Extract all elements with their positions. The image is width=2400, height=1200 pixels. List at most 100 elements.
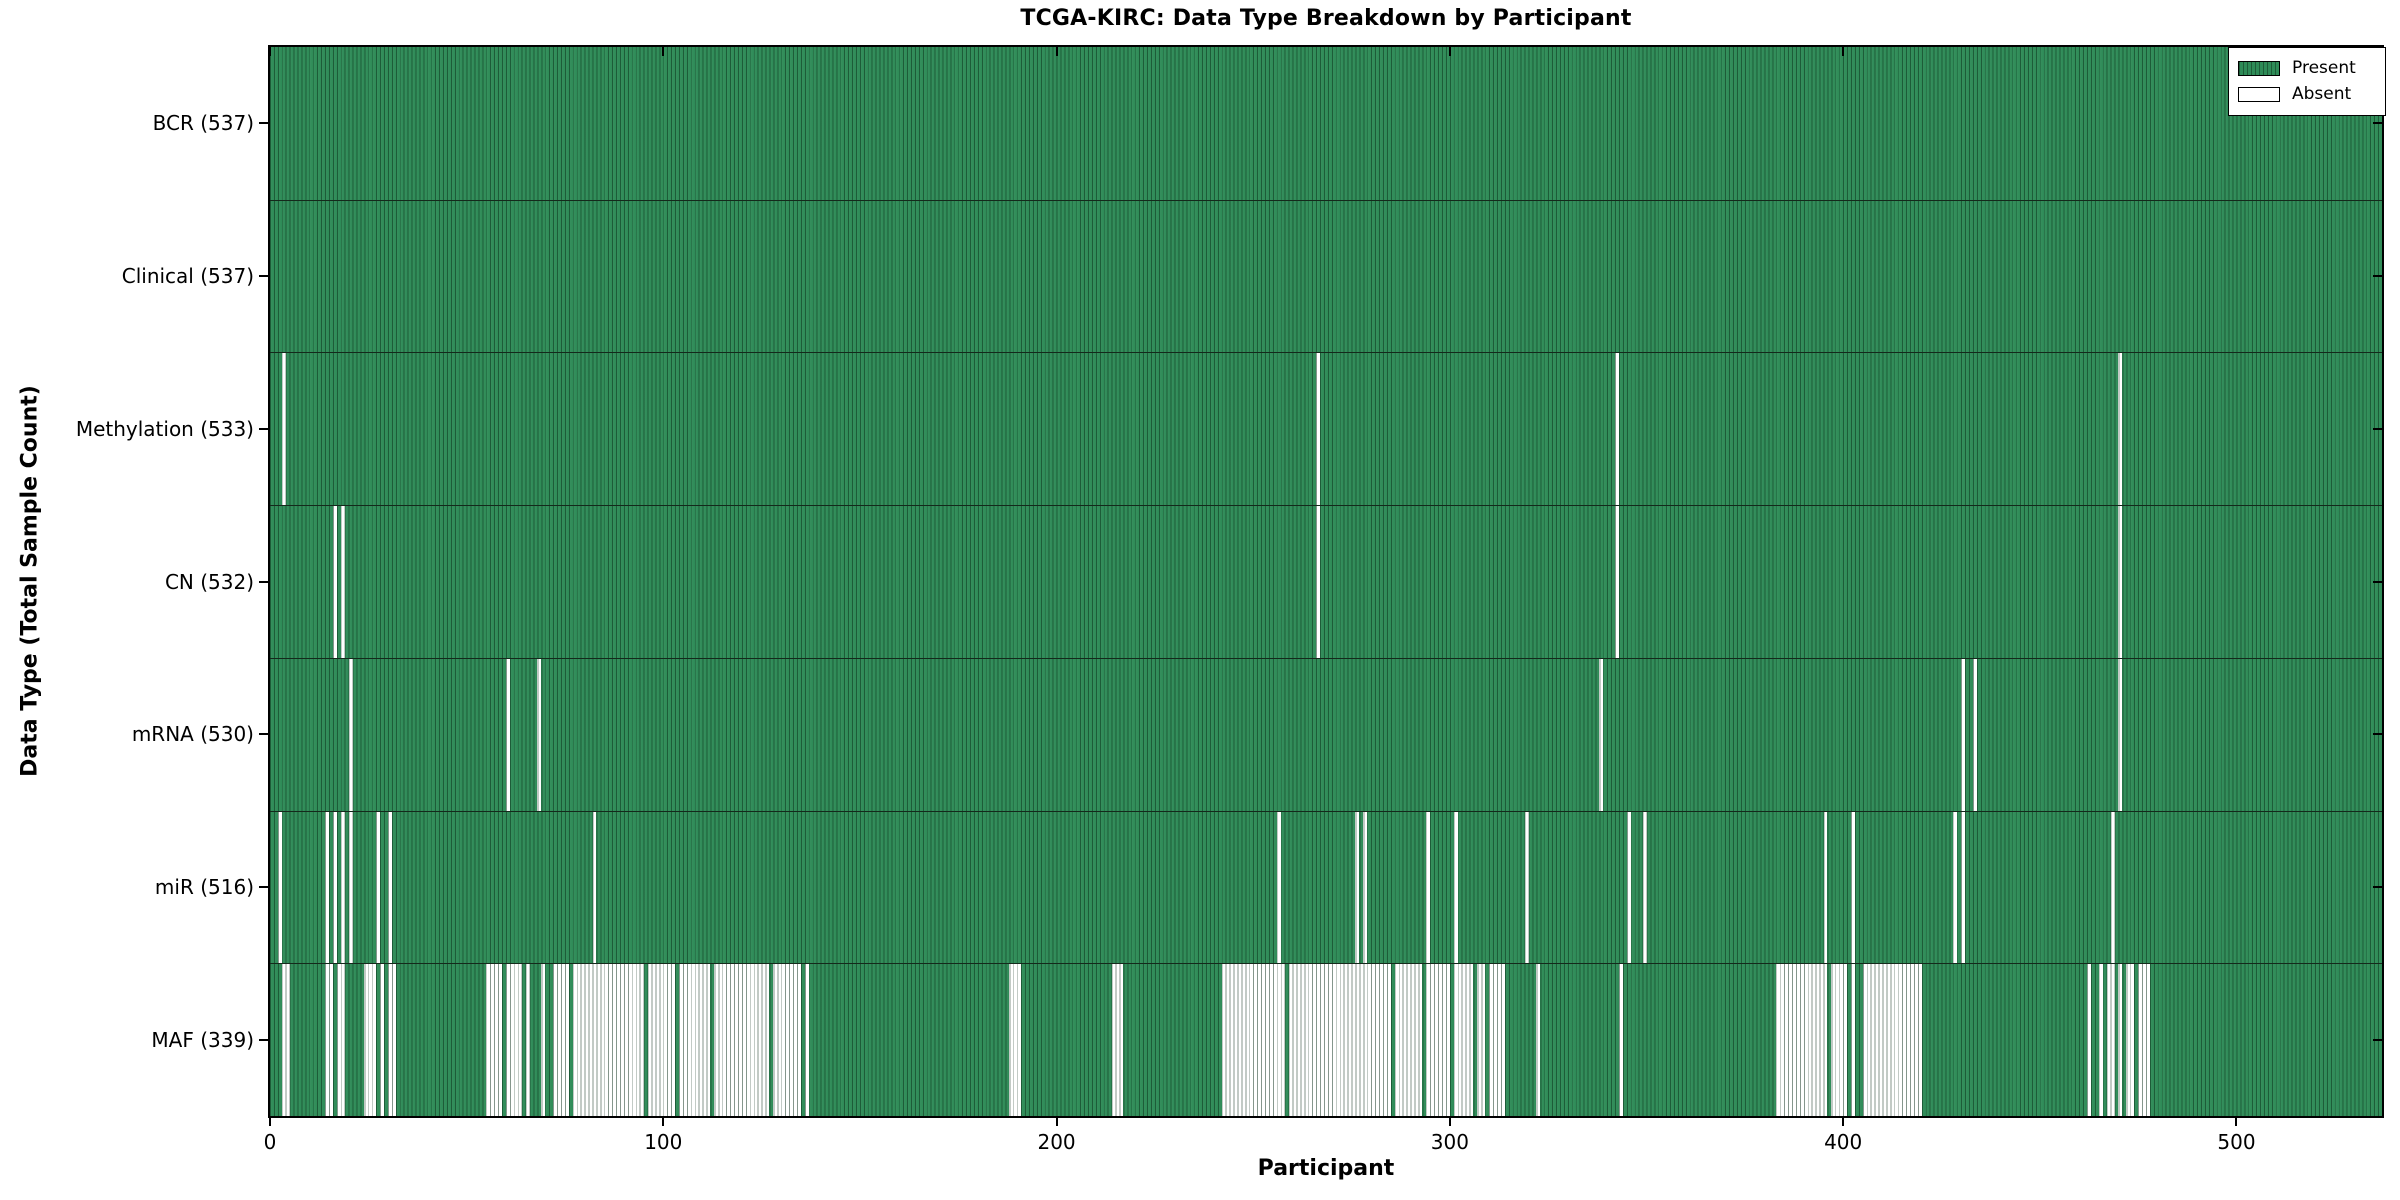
absent-stripe — [1009, 964, 1022, 1116]
absent-stripe — [1111, 964, 1124, 1116]
y-tick-mark — [259, 733, 268, 736]
x-tick-mark-top — [269, 47, 271, 56]
x-tick-mark-top — [1842, 47, 1845, 56]
y-tick-label-mRNA: mRNA (530) — [131, 722, 254, 747]
x-tick-label-300: 300 — [1430, 1130, 1469, 1154]
absent-stripe — [2118, 964, 2123, 1116]
y-tick-mark — [259, 580, 268, 583]
absent-stripe — [1394, 964, 1423, 1116]
absent-stripe — [2126, 964, 2135, 1116]
absent-stripe — [1776, 964, 1828, 1116]
absent-stripe — [1477, 964, 1486, 1116]
absent-stripe — [1426, 964, 1450, 1116]
y-tick-label-Methylation: Methylation (533) — [75, 416, 254, 441]
x-tick-mark — [1842, 1116, 1845, 1126]
absent-stripe — [281, 353, 286, 506]
absent-stripe — [332, 506, 337, 658]
absent-stripe — [1619, 964, 1623, 1116]
absent-stripe — [325, 964, 333, 1116]
absent-stripe — [1536, 964, 1541, 1116]
absent-stripe — [380, 964, 385, 1116]
x-tick-label-500: 500 — [2217, 1130, 2256, 1154]
x-tick-label-0: 0 — [263, 1130, 277, 1154]
absent-stripe — [1288, 964, 1391, 1116]
absent-stripe — [1862, 964, 1922, 1116]
y-tick-mark — [259, 1038, 268, 1041]
absent-stripe — [572, 964, 644, 1116]
absent-stripe — [1626, 811, 1631, 964]
row-Clinical — [270, 199, 2382, 353]
y-tick-mark-right — [2373, 580, 2382, 583]
x-tick-label-100: 100 — [644, 1130, 683, 1154]
plot-area — [268, 45, 2384, 1118]
row-MAF — [270, 963, 2382, 1116]
y-tick-mark-right — [2373, 885, 2382, 888]
y-tick-mark — [259, 427, 268, 430]
y-tick-label-miR: miR (516) — [154, 874, 254, 899]
y-tick-mark-right — [2373, 1038, 2382, 1041]
x-axis-label: Participant — [1257, 1156, 1395, 1181]
absent-stripe — [1615, 506, 1619, 658]
x-tick-mark — [662, 1116, 665, 1126]
row-BCR — [270, 47, 2382, 200]
x-tick-label-200: 200 — [1037, 1130, 1076, 1154]
absent-stripe — [1363, 811, 1368, 964]
absent-stripe — [505, 658, 510, 811]
absent-stripe — [1426, 811, 1431, 964]
x-tick-label-400: 400 — [1824, 1130, 1863, 1154]
absent-stripe — [1221, 964, 1285, 1116]
absent-stripe — [325, 811, 329, 964]
absent-stripe — [1489, 964, 1505, 1116]
absent-stripe — [364, 964, 377, 1116]
absent-stripe — [647, 964, 676, 1116]
absent-stripe — [1276, 811, 1281, 964]
absent-stripe — [1831, 964, 1848, 1116]
absent-stripe — [2118, 353, 2123, 506]
y-tick-mark — [259, 275, 268, 278]
absent-stripe — [537, 658, 542, 811]
row-miR — [270, 810, 2382, 964]
y-tick-mark-right — [2373, 275, 2382, 278]
absent-stripe — [2118, 658, 2123, 811]
chart-title: TCGA-KIRC: Data Type Breakdown by Partic… — [1020, 6, 1632, 31]
x-tick-mark — [2235, 1116, 2238, 1126]
absent-stripe — [336, 964, 345, 1116]
row-CN — [270, 505, 2382, 658]
absent-stripe — [1316, 506, 1321, 658]
x-tick-mark-top — [662, 47, 665, 56]
absent-stripe — [1851, 811, 1855, 964]
absent-stripe — [376, 811, 381, 964]
legend-entry-absent: Absent — [2238, 81, 2376, 107]
absent-stripe — [2106, 964, 2115, 1116]
absent-stripe — [281, 964, 290, 1116]
absent-stripe — [1615, 353, 1619, 506]
absent-stripe — [387, 964, 396, 1116]
y-tick-label-Clinical: Clinical (537) — [121, 264, 254, 289]
y-tick-mark — [259, 122, 268, 125]
absent-stripe — [1453, 964, 1474, 1116]
absent-stripe — [1599, 658, 1604, 811]
absent-stripe — [553, 964, 569, 1116]
absent-swatch-icon — [2238, 86, 2280, 102]
x-tick-mark — [1055, 1116, 1058, 1126]
absent-stripe — [332, 811, 337, 964]
row-Methylation — [270, 352, 2382, 506]
absent-stripe — [2110, 811, 2115, 964]
absent-stripe — [348, 811, 353, 964]
y-tick-label-MAF: MAF (339) — [151, 1027, 254, 1052]
absent-stripe — [1642, 811, 1647, 964]
absent-stripe — [486, 964, 503, 1116]
absent-stripe — [2087, 964, 2091, 1116]
absent-stripe — [1453, 811, 1458, 964]
absent-stripe — [592, 811, 597, 964]
absent-stripe — [1823, 811, 1828, 964]
legend-absent-label: Absent — [2292, 83, 2352, 104]
y-tick-mark-right — [2373, 122, 2382, 125]
absent-stripe — [714, 964, 770, 1116]
absent-stripe — [541, 964, 546, 1116]
absent-stripe — [1851, 964, 1855, 1116]
y-tick-label-BCR: BCR (537) — [152, 111, 254, 136]
absent-stripe — [1355, 811, 1360, 964]
absent-stripe — [2138, 964, 2150, 1116]
